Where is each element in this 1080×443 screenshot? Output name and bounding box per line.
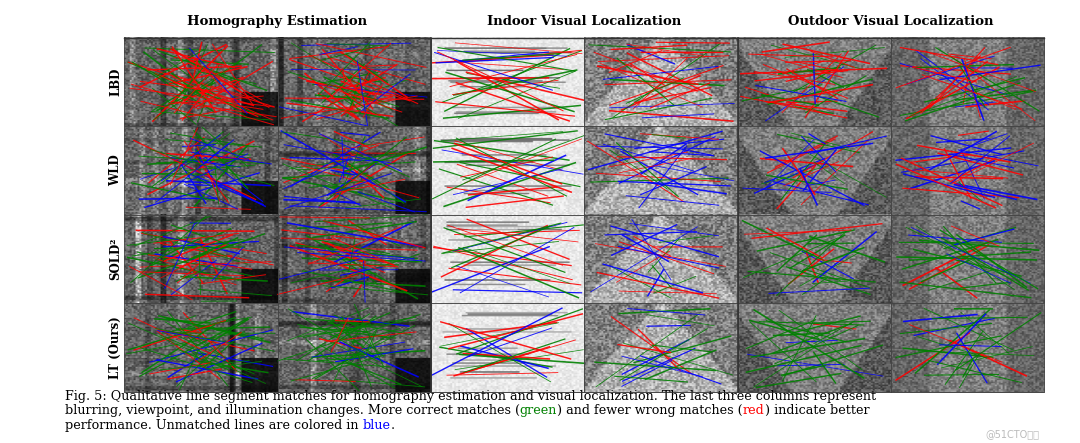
Bar	[891, 215, 1044, 303]
Bar	[124, 38, 278, 126]
Bar	[278, 126, 431, 215]
Bar	[431, 215, 584, 303]
Bar	[124, 215, 278, 303]
Text: green: green	[519, 404, 557, 417]
Bar	[738, 126, 891, 215]
Bar	[891, 303, 1044, 392]
Bar	[738, 303, 891, 392]
Text: Homography Estimation: Homography Estimation	[188, 15, 367, 28]
Bar	[584, 303, 738, 392]
Bar	[738, 215, 891, 303]
Bar	[584, 38, 738, 126]
Text: blue: blue	[362, 419, 390, 432]
Text: Fig. 5: Qualitative line segment matches for homography estimation and visual lo: Fig. 5: Qualitative line segment matches…	[65, 390, 876, 403]
Text: LBD: LBD	[109, 68, 122, 96]
Text: @51CTO博客: @51CTO博客	[985, 429, 1039, 439]
Bar	[738, 38, 891, 126]
Text: .: .	[390, 419, 394, 432]
Text: Outdoor Visual Localization: Outdoor Visual Localization	[788, 15, 994, 28]
Text: ) indicate better: ) indicate better	[765, 404, 869, 417]
Text: LT (Ours): LT (Ours)	[109, 316, 122, 379]
Text: SOLD²: SOLD²	[109, 238, 122, 280]
Text: blurring, viewpoint, and illumination changes. More correct matches (: blurring, viewpoint, and illumination ch…	[65, 404, 519, 417]
Bar	[584, 126, 738, 215]
Bar	[278, 215, 431, 303]
Bar	[584, 215, 738, 303]
Bar	[278, 38, 431, 126]
Bar	[278, 303, 431, 392]
Bar	[124, 303, 278, 392]
Text: Indoor Visual Localization: Indoor Visual Localization	[487, 15, 681, 28]
Bar	[124, 126, 278, 215]
Text: red: red	[743, 404, 765, 417]
Bar	[891, 38, 1044, 126]
Bar	[891, 126, 1044, 215]
Bar	[431, 126, 584, 215]
Bar	[431, 38, 584, 126]
Text: performance. Unmatched lines are colored in: performance. Unmatched lines are colored…	[65, 419, 362, 432]
Text: WLD: WLD	[109, 155, 122, 187]
Bar	[431, 303, 584, 392]
Text: ) and fewer wrong matches (: ) and fewer wrong matches (	[557, 404, 743, 417]
